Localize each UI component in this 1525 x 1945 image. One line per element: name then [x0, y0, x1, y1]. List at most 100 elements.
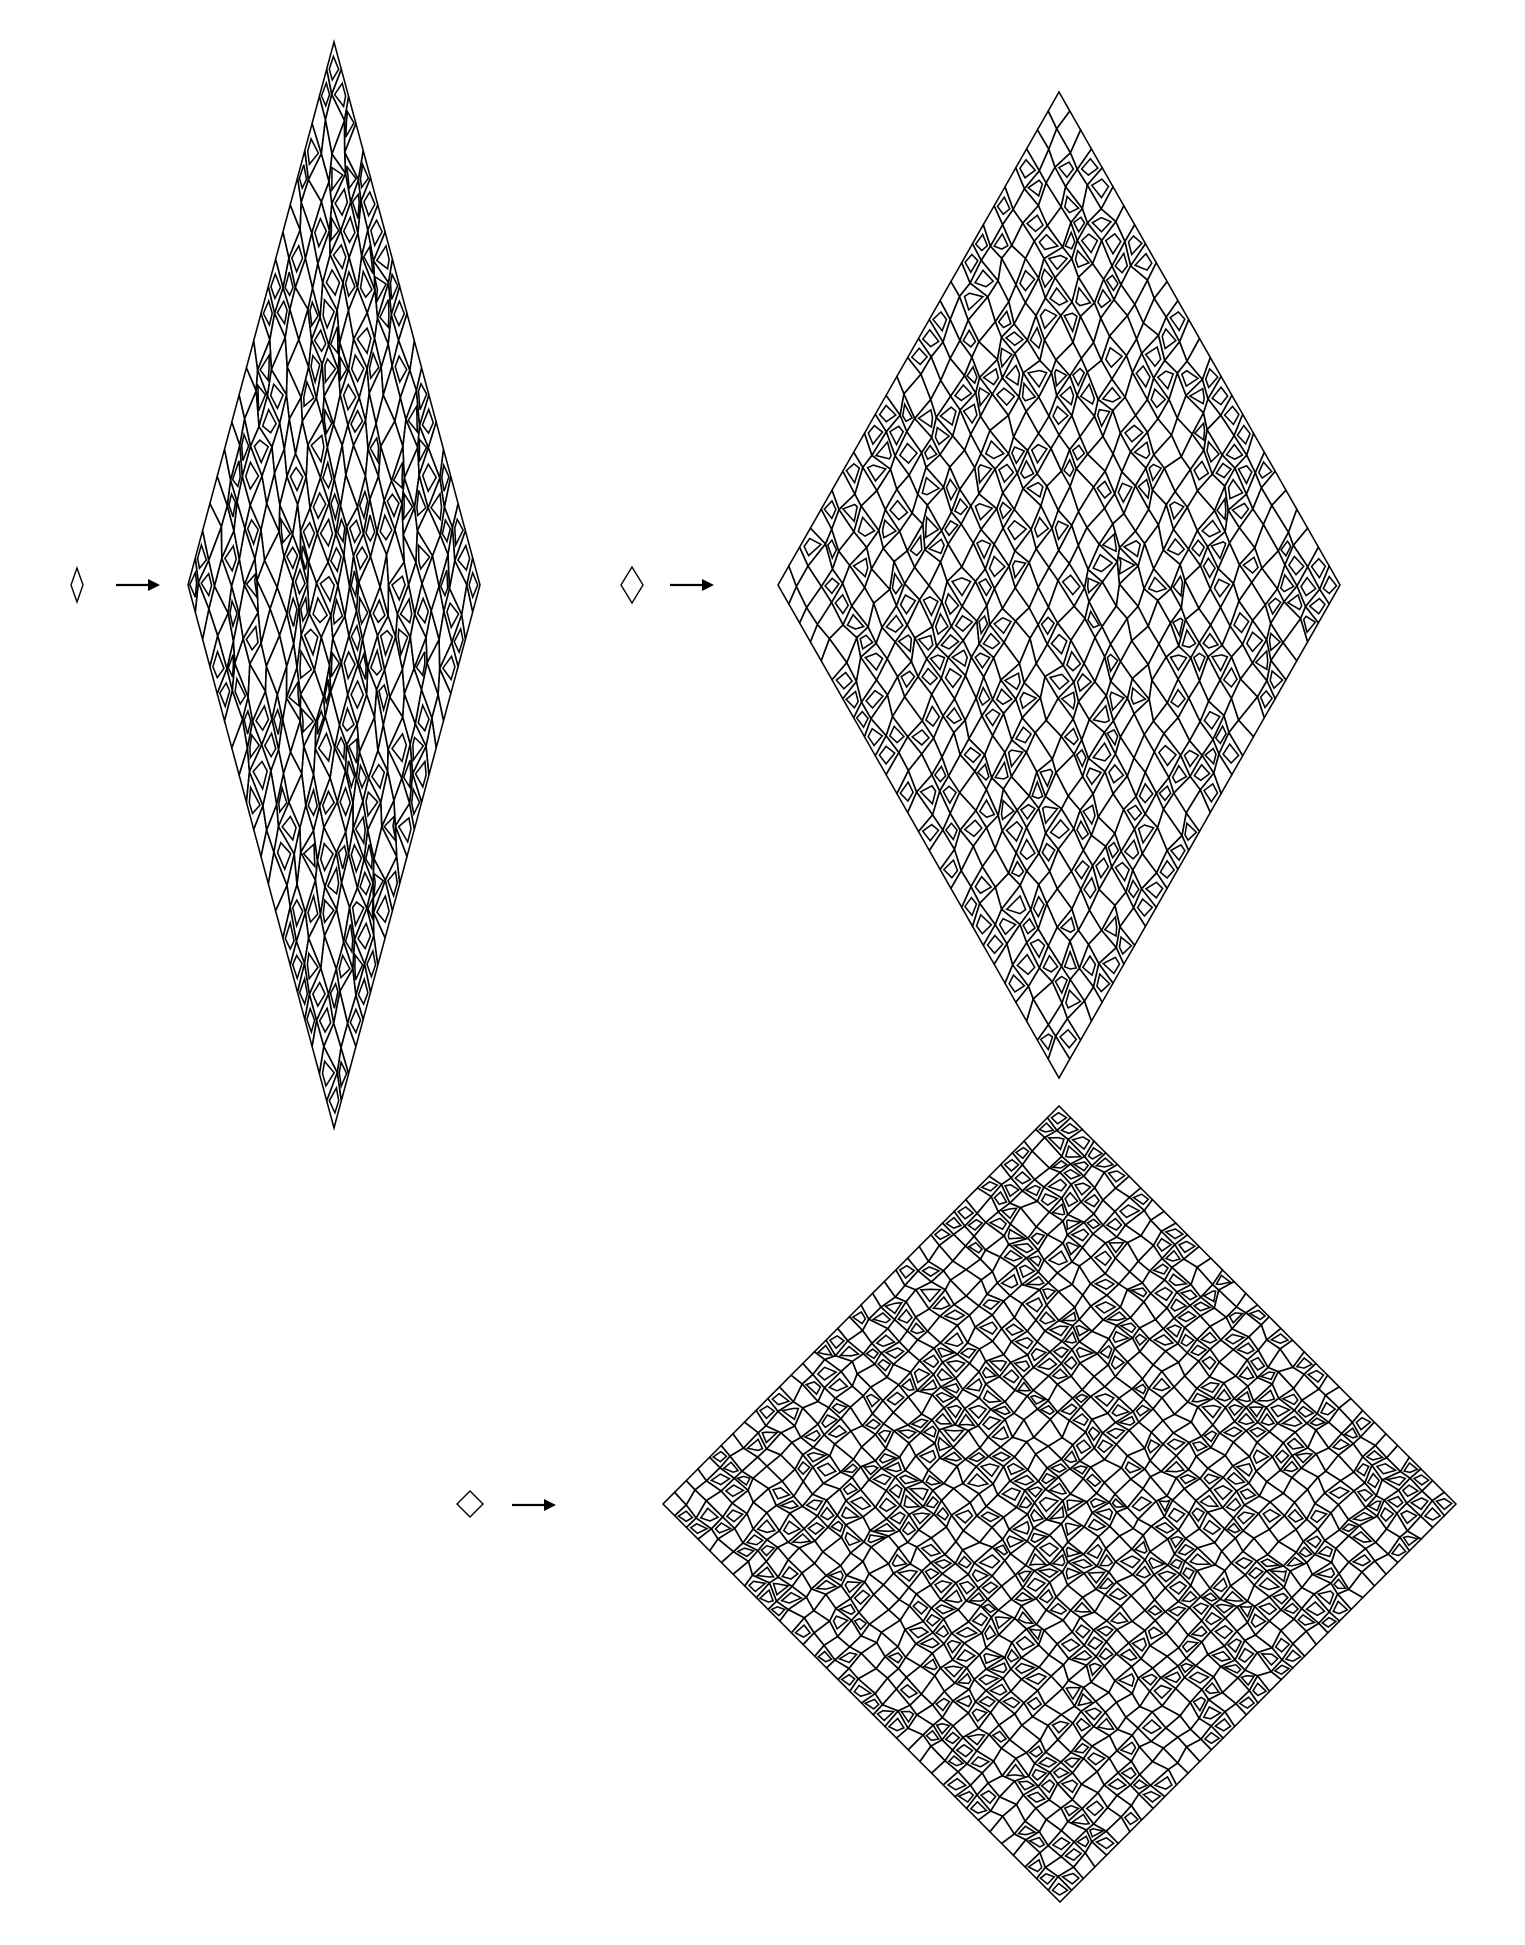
- rhombus-tile: [735, 1475, 751, 1487]
- rhombus-tile: [418, 392, 438, 450]
- rhombus-tile: [1022, 917, 1037, 935]
- rhombus-tile: [1091, 216, 1113, 233]
- rhombus-tile: [977, 386, 991, 408]
- rhombus-tile: [1319, 1401, 1337, 1416]
- rhombus-tile: [922, 596, 939, 618]
- rhombus-tile: [1080, 233, 1099, 254]
- rhombus-tile: [852, 557, 869, 579]
- rhombus-tile: [965, 1278, 988, 1308]
- rhombus-tile: [350, 353, 365, 384]
- rhombus-tile: [216, 666, 234, 724]
- rhombus-tile: [908, 1626, 930, 1639]
- rhombus-tile: [888, 725, 906, 744]
- rhombus-tile: [910, 728, 931, 746]
- rhombus-tile: [365, 790, 379, 818]
- rhombus-tile: [1001, 1696, 1021, 1709]
- rhombus-tile: [1259, 1652, 1279, 1667]
- rhombus-tile: [1015, 1635, 1036, 1651]
- rhombus-tile: [1006, 1462, 1026, 1476]
- panel-square-rhombus: [456, 1104, 1458, 1904]
- rhombus-tile: [1043, 1855, 1075, 1878]
- rhombus-tile: [1133, 732, 1156, 774]
- rhombus-tile: [1025, 395, 1050, 436]
- rhombus-tile: [1089, 1294, 1122, 1321]
- rhombus-tile: [942, 697, 967, 734]
- rhombus-tile: [296, 849, 317, 915]
- rhombus-tile: [421, 407, 435, 435]
- rhombus-tile: [1002, 1368, 1020, 1384]
- rhombus-tile: [1070, 1136, 1091, 1151]
- rhombus-tile: [898, 1264, 916, 1280]
- rhombus-tile: [923, 444, 938, 461]
- rhombus-tile: [982, 367, 1000, 386]
- rhombus-tile: [1119, 414, 1149, 454]
- rhombus-tile: [1026, 1318, 1046, 1344]
- rhombus-tile: [1215, 1274, 1233, 1286]
- rhombus-tile: [1052, 1767, 1071, 1779]
- rhombus-tile: [1026, 179, 1044, 198]
- rhombus-tile: [992, 232, 1009, 250]
- rhombus-tile: [1070, 1228, 1090, 1242]
- rhombus-tile: [871, 1280, 897, 1309]
- rhombus-tile: [921, 476, 941, 496]
- rhombus-tile: [1062, 1168, 1082, 1180]
- rhombus-tile: [416, 490, 427, 518]
- rhombus-tile: [1031, 779, 1044, 800]
- rhombus-tile: [1120, 1804, 1143, 1834]
- rhombus-tile: [319, 575, 336, 603]
- rhombus-tile: [1071, 1465, 1089, 1475]
- rhombus-tile: [1177, 1240, 1197, 1254]
- rhombus-tile: [1188, 387, 1205, 405]
- rhombus-tile: [1169, 654, 1188, 672]
- rhombus-tile: [313, 216, 328, 249]
- rhombus-tile: [758, 1588, 775, 1603]
- rhombus-tile: [1124, 1461, 1143, 1474]
- rhombus-tile: [1005, 820, 1024, 843]
- rhombus-tile: [863, 1698, 880, 1710]
- rhombus-tile: [986, 1417, 1014, 1449]
- rhombus-tile: [1071, 367, 1086, 388]
- rhombus-tile: [1160, 1385, 1189, 1416]
- rhombus-tile: [1047, 1325, 1070, 1337]
- rhombus-tile: [1292, 1373, 1321, 1402]
- rhombus-tile: [786, 1596, 815, 1619]
- rhombus-tile: [1339, 1471, 1366, 1492]
- rhombus-tile: [1214, 1549, 1233, 1572]
- rhombus-tile: [269, 382, 285, 411]
- rhombus-tile: [977, 463, 993, 485]
- rhombus-tile: [1112, 1330, 1131, 1344]
- rhombus-tile: [1132, 1518, 1153, 1537]
- rhombus-tile: [302, 521, 316, 550]
- rhombus-tile: [1092, 704, 1111, 724]
- rhombus-tile: [874, 393, 902, 434]
- rhombus-tile: [1064, 1847, 1083, 1862]
- rhombus-tile: [1152, 701, 1180, 735]
- rhombus-tile: [1060, 1638, 1081, 1653]
- rhombus-tile: [1192, 1696, 1207, 1712]
- rhombus-tile: [1088, 888, 1116, 932]
- rhombus-tile: [1056, 605, 1086, 642]
- rhombus-tile: [1300, 1573, 1333, 1595]
- rhombus-tile: [959, 1347, 978, 1359]
- rhombus-tile: [303, 379, 315, 408]
- rhombus-tile: [1235, 1482, 1261, 1507]
- rhombus-tile: [1115, 1692, 1141, 1719]
- rhombus-tile: [1129, 1287, 1148, 1298]
- rhombus-tile: [1075, 453, 1107, 489]
- rhombus-tile: [234, 676, 247, 706]
- rhombus-tile: [322, 459, 333, 490]
- rhombus-tile: [1002, 508, 1033, 553]
- rhombus-tile: [899, 780, 914, 803]
- rhombus-tile: [1039, 308, 1058, 330]
- rhombus-tile: [1213, 1484, 1234, 1501]
- rhombus-tile: [401, 693, 417, 748]
- rhombus-tile: [945, 706, 963, 725]
- rhombus-tile: [257, 383, 267, 412]
- rhombus-tile: [910, 635, 928, 679]
- rhombus-tile: [1146, 261, 1169, 300]
- rhombus-tile: [1107, 841, 1120, 860]
- rhombus-tile: [1213, 1624, 1234, 1640]
- rhombus-tile: [1103, 915, 1118, 938]
- rhombus-tile: [836, 1315, 864, 1342]
- rhombus-tile: [267, 849, 288, 914]
